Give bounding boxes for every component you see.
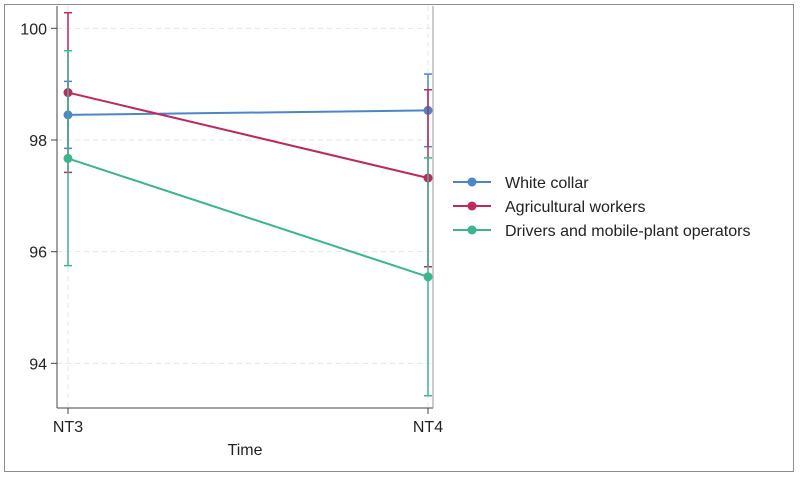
y-tick-label: 94 <box>29 356 47 373</box>
legend-item: Agricultural workers <box>453 199 645 216</box>
series-line <box>67 157 429 278</box>
legend-label: Agricultural workers <box>505 199 645 216</box>
series-line <box>67 91 429 179</box>
legend-label: Drivers and mobile-plant operators <box>505 223 750 240</box>
legend-swatch-marker <box>467 225 477 235</box>
y-tick-label: 98 <box>29 133 47 150</box>
legend-swatch-marker <box>467 177 477 187</box>
gridlines <box>57 6 433 408</box>
chart-frame: 94 96 98 100 NT3 NT4 Time White collar Agricu… <box>4 4 794 472</box>
data-point <box>63 153 73 163</box>
series-line <box>67 109 429 116</box>
line-chart: 94 96 98 100 NT3 NT4 Time White collar Agricu… <box>20 6 750 459</box>
legend-swatch-marker <box>467 201 477 211</box>
series-layer <box>63 11 433 397</box>
y-tick-label: 96 <box>29 245 47 262</box>
legend-label: White collar <box>505 175 589 192</box>
series-1 <box>63 73 433 150</box>
y-ticks: 94 96 98 100 <box>20 21 57 373</box>
x-axis-label: Time <box>228 442 263 459</box>
x-tick-label: NT3 <box>53 419 83 436</box>
legend-item: Drivers and mobile-plant operators <box>453 223 750 240</box>
legend-item: White collar <box>453 175 589 192</box>
series-3 <box>63 49 433 397</box>
x-ticks: NT3 NT4 <box>53 408 443 436</box>
y-tick-label: 100 <box>20 21 47 38</box>
x-tick-label: NT4 <box>413 419 443 436</box>
legend: White collar Agricultural workers Drivers … <box>453 175 750 240</box>
data-point <box>423 272 433 282</box>
